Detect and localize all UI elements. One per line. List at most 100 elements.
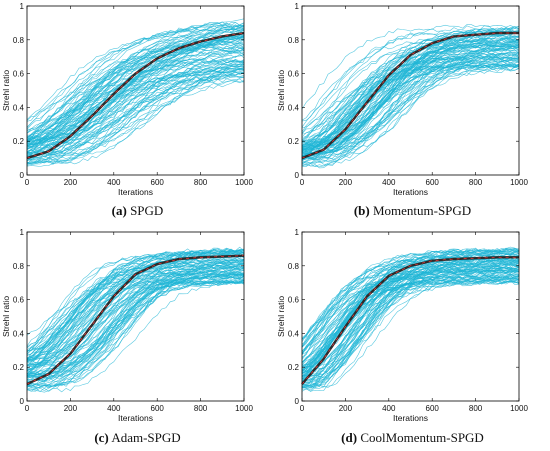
y-tick-label: 0.2 (13, 137, 25, 146)
x-tick-label: 600 (151, 178, 165, 187)
caption-a: (a) SPGD (0, 203, 275, 219)
y-tick-label: 0.2 (13, 363, 25, 372)
trial-line (301, 40, 520, 146)
caption-c-letter: (c) (94, 430, 109, 445)
trial-line (26, 33, 245, 141)
axes-box (26, 231, 245, 402)
x-tick-label: 600 (151, 404, 165, 413)
trial-line (301, 269, 520, 355)
trial-line (301, 49, 520, 158)
trial-line (26, 255, 245, 379)
x-tick-label: 800 (469, 404, 483, 413)
trial-line (301, 39, 520, 152)
x-tick-label: 0 (25, 404, 30, 413)
trial-line (301, 251, 520, 389)
x-axis-label: Iterations (393, 413, 428, 423)
trial-line (26, 54, 245, 167)
x-tick-label: 400 (382, 178, 396, 187)
y-tick-label: 0.8 (13, 36, 25, 45)
trial-line (301, 248, 520, 355)
caption-d-letter: (d) (341, 430, 358, 445)
trial-curves (301, 24, 520, 169)
trial-line (26, 65, 245, 145)
trial-line (301, 261, 520, 386)
trial-line (26, 23, 245, 143)
trial-line (26, 59, 245, 137)
trial-line (26, 24, 245, 130)
x-tick-label: 1000 (235, 404, 253, 413)
trial-line (301, 277, 520, 382)
y-tick-label: 0 (295, 397, 300, 406)
x-tick-label: 1000 (235, 178, 253, 187)
axes-box (26, 5, 245, 176)
trial-line (26, 44, 245, 140)
trial-line (301, 35, 520, 154)
y-axis-label: Strehl ratio (276, 70, 286, 111)
y-tick-label: 0.6 (288, 70, 300, 79)
x-tick-label: 600 (426, 404, 440, 413)
trial-line (26, 65, 245, 165)
trial-line (26, 28, 245, 129)
trial-line (26, 75, 245, 161)
trial-line (26, 269, 245, 388)
y-tick-label: 0.2 (288, 363, 300, 372)
trial-line (26, 58, 245, 121)
trial-line (26, 250, 245, 347)
trial-line (26, 72, 245, 157)
axes-box (301, 231, 520, 402)
x-tick-label: 800 (194, 178, 208, 187)
y-tick-label: 0.8 (288, 36, 300, 45)
chart-b: 0 200 400 600 800 1000 0 0.2 0.4 0.6 0.8 1 Iteration… (276, 2, 528, 197)
trial-line (26, 276, 245, 383)
trial-line (26, 278, 245, 382)
chart-d: 0 200 400 600 800 1000 0 0.2 0.4 0.6 0.8 1 Iteration… (276, 228, 528, 423)
trial-line (301, 251, 520, 379)
y-tick-label: 0.2 (288, 137, 300, 146)
x-tick-label: 0 (300, 404, 305, 413)
x-tick-label: 200 (64, 178, 78, 187)
trial-line (301, 44, 520, 156)
trial-line (301, 28, 520, 122)
x-axis-label: Iterations (118, 413, 153, 423)
y-tick-label: 0.8 (288, 262, 300, 271)
trial-line (26, 77, 245, 160)
trial-line (26, 265, 245, 390)
trial-line (26, 275, 245, 370)
trial-line (26, 22, 245, 142)
x-axis-label: Iterations (118, 187, 153, 197)
trial-line (26, 265, 245, 387)
trial-line (301, 51, 520, 151)
y-axis-label: Strehl ratio (276, 296, 286, 337)
trial-line (26, 60, 245, 161)
trial-curves (26, 18, 245, 167)
x-tick-label: 0 (300, 178, 305, 187)
trial-line (301, 45, 520, 169)
trial-line (301, 53, 520, 161)
trial-line (301, 268, 520, 366)
y-tick-label: 0.4 (288, 103, 300, 112)
trial-line (301, 67, 520, 156)
trial-line (301, 42, 520, 150)
x-tick-label: 400 (107, 178, 121, 187)
trial-line (301, 59, 520, 152)
trial-line (26, 21, 245, 134)
trial-line (26, 59, 245, 142)
trial-line (26, 279, 245, 383)
y-tick-label: 1 (20, 2, 25, 11)
y-tick-label: 0 (20, 171, 25, 180)
y-tick-label: 1 (295, 2, 300, 11)
trial-line (26, 269, 245, 376)
trial-line (301, 259, 520, 377)
x-tick-label: 800 (194, 404, 208, 413)
trial-line (301, 256, 520, 379)
trial-line (26, 21, 245, 140)
mean-line-highlight (301, 256, 519, 385)
panel-b: 0 200 400 600 800 1000 0 0.2 0.4 0.6 0.8 1 Iteration… (275, 0, 550, 225)
x-tick-label: 200 (339, 404, 353, 413)
trial-line (26, 80, 245, 150)
trial-line (301, 24, 520, 110)
trial-curves (26, 246, 245, 393)
trial-line (301, 41, 520, 150)
x-tick-label: 0 (25, 178, 30, 187)
trial-line (26, 249, 244, 371)
